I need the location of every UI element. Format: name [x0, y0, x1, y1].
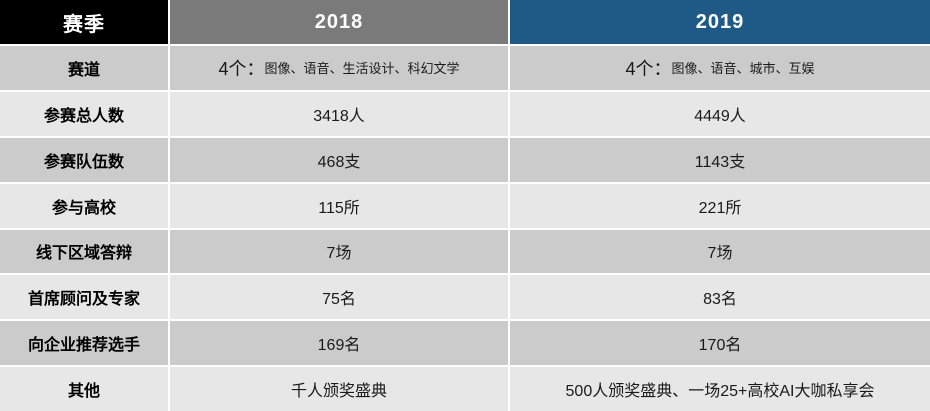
offline-defenses-2019: 7场: [510, 229, 930, 274]
row-label-tracks: 赛道: [0, 46, 168, 90]
other-2019: 500人颁奖盛典、一场25+高校AI大咖私享会: [510, 367, 930, 411]
row-label-team-count: 参赛队伍数: [0, 137, 168, 182]
header-2019: 2019: [510, 0, 930, 44]
team-count-2019: 1143支: [510, 137, 930, 182]
universities-2018: 115所: [170, 183, 508, 228]
tracks-2018-count: 4个：: [218, 58, 265, 79]
row-label-total-participants: 参赛总人数: [0, 91, 168, 136]
header-2018: 2018: [170, 0, 508, 44]
row-label-advisors-experts: 首席顾问及专家: [0, 275, 168, 320]
tracks-2018-cell: 4个： 图像、语音、生活设计、科幻文学: [170, 46, 508, 90]
universities-2019: 221所: [510, 183, 930, 228]
row-label-other: 其他: [0, 367, 168, 411]
advisors-experts-2018: 75名: [170, 275, 508, 320]
row-label-recommended-players: 向企业推荐选手: [0, 321, 168, 366]
advisors-experts-2019: 83名: [510, 275, 930, 320]
total-participants-2019: 4449人: [510, 91, 930, 136]
header-season: 赛季: [0, 0, 168, 44]
other-2018: 千人颁奖盛典: [170, 367, 508, 411]
tracks-2019-cell: 4个： 图像、语音、城市、互娱: [510, 46, 930, 90]
tracks-2019-count: 4个：: [625, 58, 672, 79]
row-label-universities: 参与高校: [0, 183, 168, 228]
total-participants-2018: 3418人: [170, 91, 508, 136]
tracks-2019-list: 图像、语音、城市、互娱: [671, 61, 815, 77]
team-count-2018: 468支: [170, 137, 508, 182]
tracks-2018-list: 图像、语音、生活设计、科幻文学: [264, 61, 460, 77]
offline-defenses-2018: 7场: [170, 229, 508, 274]
recommended-players-2018: 169名: [170, 321, 508, 366]
row-label-offline-defenses: 线下区域答辩: [0, 229, 168, 274]
recommended-players-2019: 170名: [510, 321, 930, 366]
